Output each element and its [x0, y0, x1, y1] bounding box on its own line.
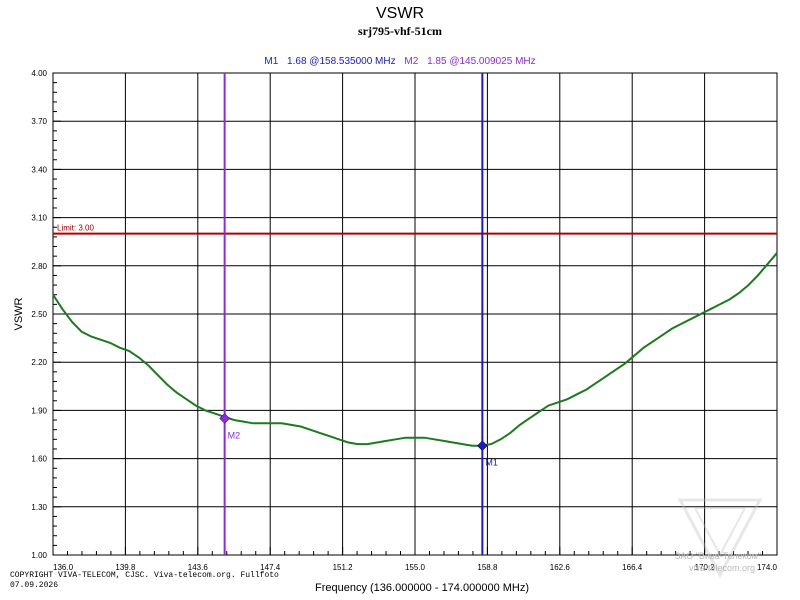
chart-title: VSWR — [376, 5, 424, 22]
y-tick-label: 2.20 — [31, 358, 47, 367]
x-tick-label: 136.0 — [53, 563, 74, 572]
marker-point-m1[interactable] — [476, 440, 488, 452]
y-tick-labels: 1.00 1.30 1.60 1.90 2.20 2.50 2.80 3.10 3.40 3.70… — [31, 69, 47, 560]
x-tick-label: 143.6 — [188, 563, 209, 572]
watermark-logo — [677, 498, 763, 579]
x-tick-label: 166.4 — [622, 563, 643, 572]
vswr-series-line — [52, 252, 778, 447]
chart-subtitle: srj795-vhf-51cm — [358, 24, 442, 38]
x-tick-label: 158.8 — [477, 563, 498, 572]
x-tick-label: 170.2 — [695, 563, 716, 572]
y-tick-label: 4.00 — [31, 69, 47, 78]
marker-info-line: M1 1.68 @158.535000 MHz M2 1.85 @145.009… — [264, 56, 535, 67]
y-tick-label: 1.00 — [31, 551, 47, 560]
limit-label: Limit: 3.00 — [57, 224, 94, 233]
marker-label-m1: M1 — [485, 458, 498, 468]
m1-info-value: 1.68 @158.535000 MHz — [287, 56, 396, 67]
x-tick-label: 155.0 — [405, 563, 426, 572]
y-axis-label: VSWR — [13, 297, 25, 330]
grid — [53, 73, 777, 555]
y-tick-label: 1.90 — [31, 406, 47, 415]
x-tick-labels: 136.0 139.8 143.6 147.4 151.2 155.0 158.8 162.6… — [53, 563, 778, 572]
x-tick-label: 174.0 — [757, 563, 778, 572]
x-tick-label: 139.8 — [115, 563, 136, 572]
watermark-line2: viva-telecom.org — [689, 563, 755, 573]
x-tick-label: 151.2 — [333, 563, 354, 572]
x-tick-label: 162.6 — [550, 563, 571, 572]
y-tick-label: 3.70 — [31, 117, 47, 126]
y-tick-label: 3.10 — [31, 214, 47, 223]
y-tick-label: 1.60 — [31, 455, 47, 464]
m1-info-name: M1 — [264, 56, 278, 67]
y-tick-label: 2.80 — [31, 262, 47, 271]
date-text: 07.09.2026 — [10, 581, 58, 590]
plot-frame — [52, 72, 778, 556]
y-tick-label: 1.30 — [31, 503, 47, 512]
marker-point-m2[interactable] — [219, 413, 230, 424]
marker-label-m2: M2 — [228, 430, 241, 440]
y-tick-label: 3.40 — [31, 165, 47, 174]
marker-lines — [223, 73, 484, 555]
y-tick-label: 2.50 — [31, 310, 47, 319]
copyright-text: COPYRIGHT VIVA-TELECOM, CJSC. Viva-telec… — [10, 571, 279, 580]
m2-info-name: M2 — [404, 56, 418, 67]
x-axis-label: Frequency (136.000000 - 174.000000 MHz) — [315, 582, 529, 594]
x-tick-label: 147.4 — [260, 563, 281, 572]
watermark-line1: ЗАО "Вива-Телеком" — [675, 551, 761, 561]
marker-points: M1 M2 — [219, 413, 498, 468]
m2-info-value: 1.85 @145.009025 MHz — [427, 56, 536, 67]
